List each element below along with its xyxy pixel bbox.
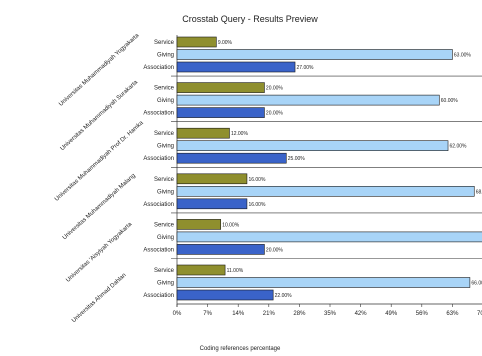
bar-giving [176, 277, 471, 288]
data-label: 63.00% [454, 53, 472, 59]
data-label: 27.00% [297, 65, 315, 71]
bar-category-label: Service [154, 40, 175, 46]
data-label: 12.00% [231, 131, 249, 137]
x-tick-label: 35% [324, 311, 337, 317]
bar-giving [176, 94, 440, 106]
data-label: 22.00% [275, 293, 293, 299]
bar-category-label: Association [143, 111, 174, 117]
x-tick-label: 63% [446, 311, 459, 317]
bar-category-label: Association [143, 156, 174, 162]
x-tick-label: 42% [355, 311, 368, 317]
bar-category-label: Association [143, 65, 174, 71]
bar-association [176, 289, 274, 301]
bar-category-label: Service [154, 86, 175, 92]
x-axis-label: Coding references percentage [200, 346, 281, 352]
bar-service [176, 82, 265, 93]
x-tick-label: 28% [293, 311, 306, 317]
data-label: 16.00% [248, 202, 266, 208]
bar-category-label: Giving [157, 144, 174, 150]
data-label: 68.00% [476, 189, 482, 195]
x-tick-label: 7% [203, 311, 212, 317]
bar-category-label: Giving [157, 235, 174, 241]
bar-category-label: Association [143, 247, 174, 253]
x-tick-label: 0% [173, 311, 182, 317]
data-label: 16.00% [248, 177, 266, 183]
bar-category-label: Giving [157, 189, 174, 195]
data-label: 20.00% [266, 247, 284, 253]
data-label: 10.00% [222, 222, 240, 228]
bar-category-label: Giving [157, 98, 174, 104]
chart-title: Crosstab Query - Results Preview [182, 14, 318, 24]
bar-giving [176, 140, 449, 151]
data-label: 20.00% [266, 111, 284, 117]
data-label: 60.00% [441, 98, 459, 104]
data-label: 62.00% [450, 144, 468, 150]
x-tick-label: 14% [232, 311, 245, 317]
bar-service [176, 36, 217, 48]
bar-association [176, 198, 248, 210]
data-label: 25.00% [288, 156, 306, 162]
data-label: 20.00% [266, 86, 284, 92]
data-label: 9.00% [218, 40, 233, 46]
bar-service [176, 127, 230, 139]
bar-service [176, 173, 248, 185]
bar-category-label: Service [154, 222, 175, 228]
bar-category-label: Service [154, 177, 175, 183]
bar-category-label: Service [154, 131, 175, 137]
bar-category-label: Giving [157, 53, 174, 59]
data-label: 66.00% [471, 281, 482, 287]
x-tick-label: 56% [416, 311, 429, 317]
bar-giving [176, 186, 475, 197]
bar-service [176, 219, 222, 230]
bar-category-label: Association [143, 202, 174, 208]
data-label: 11.00% [227, 268, 244, 274]
bar-association [176, 152, 287, 164]
bar-association [176, 107, 265, 118]
bar-giving [176, 231, 482, 243]
bar-service [176, 264, 226, 276]
bar-category-label: Association [143, 293, 174, 299]
x-tick-label: 21% [263, 311, 276, 317]
bar-association [176, 244, 265, 255]
bar-association [176, 61, 296, 73]
bar-category-label: Giving [157, 281, 174, 287]
bar-giving [176, 49, 453, 60]
x-tick-label: 70% [477, 311, 482, 317]
bar-category-label: Service [154, 268, 175, 274]
x-tick-label: 49% [385, 311, 398, 317]
